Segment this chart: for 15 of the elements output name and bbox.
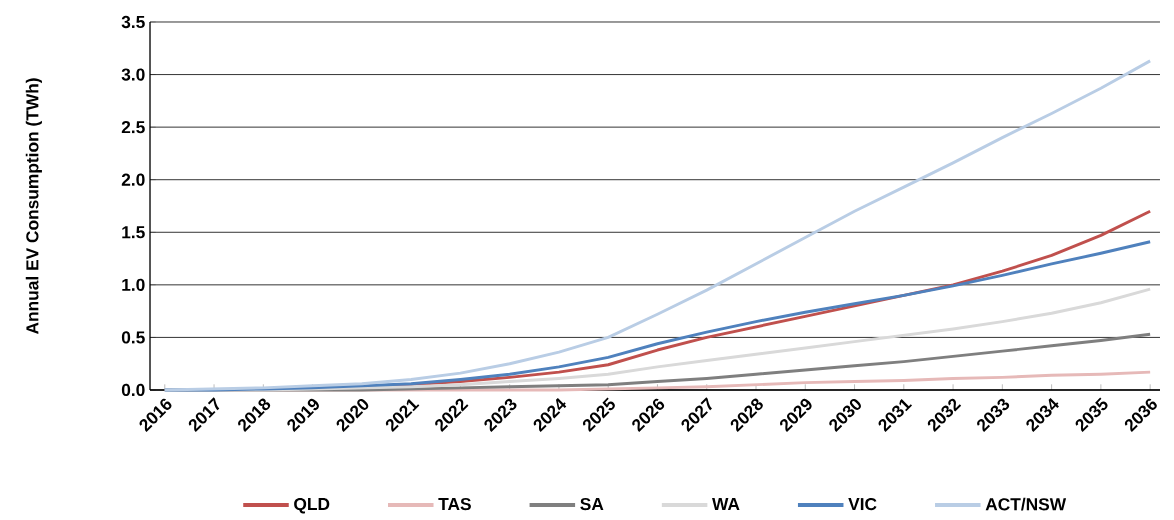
y-tick-label: 0.0 [121,383,145,397]
y-axis-title: Annual EV Consumption (TWh) [25,78,42,335]
y-tick-label: 3.0 [121,68,145,81]
y-tick-label: 1.5 [122,226,145,239]
legend-label: SA [580,497,604,511]
y-tick-label: 3.5 [121,15,145,29]
legend-label: WA [712,498,740,510]
legend-label: QLD [294,497,330,514]
y-tick-label: 0.5 [121,331,145,344]
legend-label: TAS [438,497,471,511]
y-tick-label: 1.0 [122,278,145,291]
y-tick-label: 2.5 [121,121,145,134]
legend-label: ACT/NSW [985,497,1067,511]
legend-label: VIC [848,497,877,511]
y-tick-label: 2.0 [121,173,145,186]
